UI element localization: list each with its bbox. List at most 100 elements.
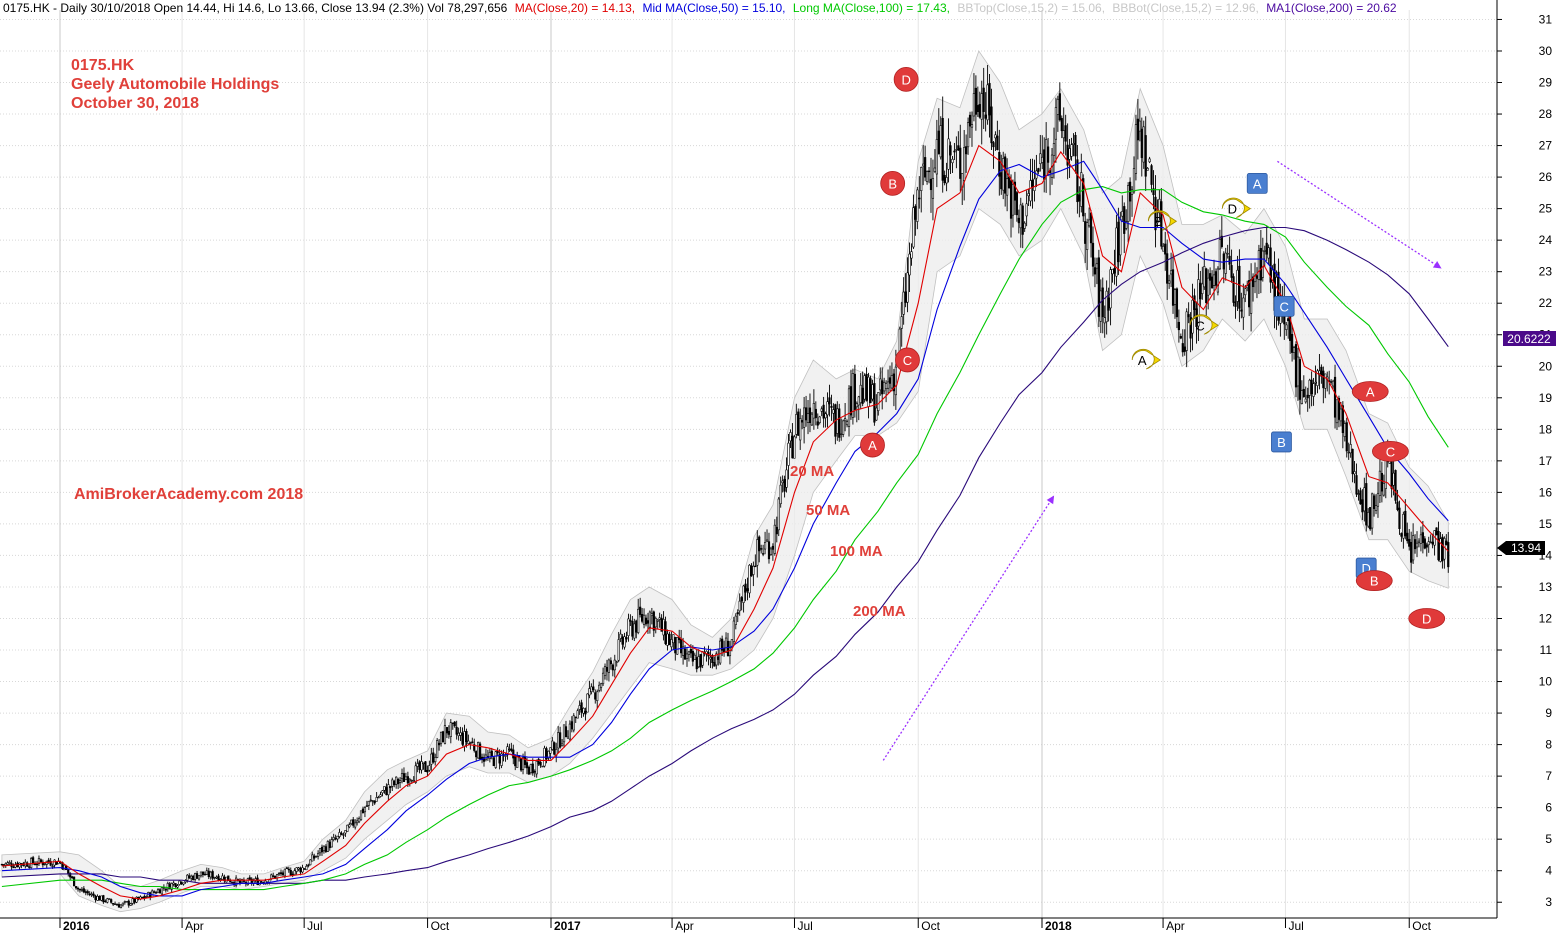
candle-body	[582, 708, 585, 714]
x-tick-label: Apr	[1166, 919, 1185, 933]
candle-body	[545, 748, 548, 760]
candle-body	[471, 741, 474, 744]
candle-body	[947, 138, 950, 170]
candle-body	[488, 752, 491, 759]
candle-body	[279, 872, 283, 875]
candle-body	[906, 272, 909, 303]
candle-body	[537, 758, 540, 765]
candle-body	[1400, 533, 1403, 537]
candle-body	[92, 893, 95, 897]
candle-body	[1015, 192, 1018, 216]
candle-body	[102, 895, 105, 903]
candle-body	[348, 824, 351, 828]
candle-body	[738, 600, 741, 612]
candle-body	[670, 639, 673, 648]
candle-body	[775, 526, 778, 535]
candle-body	[406, 776, 409, 784]
candle-body	[1216, 268, 1220, 293]
candle-body	[1017, 217, 1020, 224]
candle-body	[387, 784, 390, 796]
candle-body	[877, 392, 880, 411]
candle-body	[623, 636, 626, 648]
candle-body	[235, 877, 238, 886]
candle-body	[1339, 408, 1342, 422]
candle-body	[557, 732, 560, 749]
candle-body	[803, 407, 806, 428]
candle-body	[531, 763, 534, 774]
candle-body	[246, 878, 249, 886]
x-axis-ticks: 2016 Apr Jul Oct 2017 Apr Jul Oct 2018 Apr Jul Oct	[59, 918, 1432, 933]
candle-body	[1132, 168, 1136, 193]
candle-body	[195, 873, 199, 879]
candle-body	[451, 722, 454, 725]
marker-label: B	[1277, 435, 1286, 450]
candle-body	[340, 832, 343, 835]
candle-body	[1099, 290, 1102, 322]
candle-body	[367, 800, 370, 806]
candle-body	[521, 757, 525, 770]
candle-body	[457, 732, 460, 737]
candle-body	[1240, 309, 1243, 312]
candle-body	[666, 633, 669, 646]
candle-body	[402, 773, 406, 782]
marker-ellipse	[1408, 608, 1446, 629]
candle-body	[194, 873, 197, 880]
candle-body	[1093, 267, 1097, 275]
marker-ellipse	[1372, 440, 1409, 462]
candle-body	[1173, 289, 1177, 305]
candle-body	[1029, 180, 1032, 202]
candle-body	[1421, 532, 1424, 543]
candle-body	[637, 608, 640, 633]
candle-body	[668, 633, 671, 646]
candle-body	[166, 883, 169, 890]
marker-circle	[860, 432, 885, 458]
candle-body	[884, 383, 888, 389]
candle-body	[826, 401, 829, 416]
candle-body	[736, 612, 739, 615]
candle-body	[213, 876, 216, 879]
candle-body	[37, 858, 41, 864]
marker-circle	[895, 347, 920, 373]
candle-body	[41, 861, 44, 866]
candle-body	[225, 876, 228, 883]
candle-body	[621, 636, 624, 645]
candle-body	[1082, 178, 1085, 217]
candle-body	[873, 383, 876, 423]
candle-body	[728, 647, 732, 657]
candle-body	[1207, 277, 1210, 296]
candle-body	[1000, 172, 1003, 190]
y-tick-label: 9	[1545, 706, 1552, 720]
candle-body	[1347, 451, 1350, 454]
candle-body	[601, 672, 605, 685]
candle-body	[1324, 373, 1327, 389]
candle-body	[106, 898, 109, 903]
candle-body	[420, 761, 423, 771]
candle-body	[1376, 493, 1380, 507]
candle-body	[108, 898, 111, 900]
candle-body	[430, 753, 433, 765]
candle-body	[945, 177, 948, 184]
candle-body	[1103, 317, 1106, 324]
candle-body	[1250, 279, 1253, 314]
candle-body	[990, 106, 993, 144]
candle-body	[1021, 205, 1024, 235]
candle-body	[793, 436, 796, 459]
candle-body	[924, 157, 927, 178]
candle-body	[1345, 422, 1348, 452]
candle-body	[646, 620, 650, 624]
candle-body	[966, 122, 970, 148]
candle-body	[359, 810, 363, 821]
y-tick-label: 18	[1539, 422, 1553, 436]
marker-square	[1273, 295, 1295, 317]
candle-body	[143, 896, 146, 899]
candle-body	[1095, 263, 1099, 269]
annotation-watermark: AmiBrokerAcademy.com 2018	[74, 486, 303, 503]
candle-body	[1378, 470, 1382, 496]
candle-body	[160, 887, 164, 895]
candle-body	[313, 855, 316, 859]
candle-body	[1169, 270, 1173, 275]
candle-body	[904, 291, 907, 303]
candle-body	[1353, 471, 1356, 475]
candle-body	[662, 619, 665, 636]
candle-body	[1117, 221, 1120, 263]
